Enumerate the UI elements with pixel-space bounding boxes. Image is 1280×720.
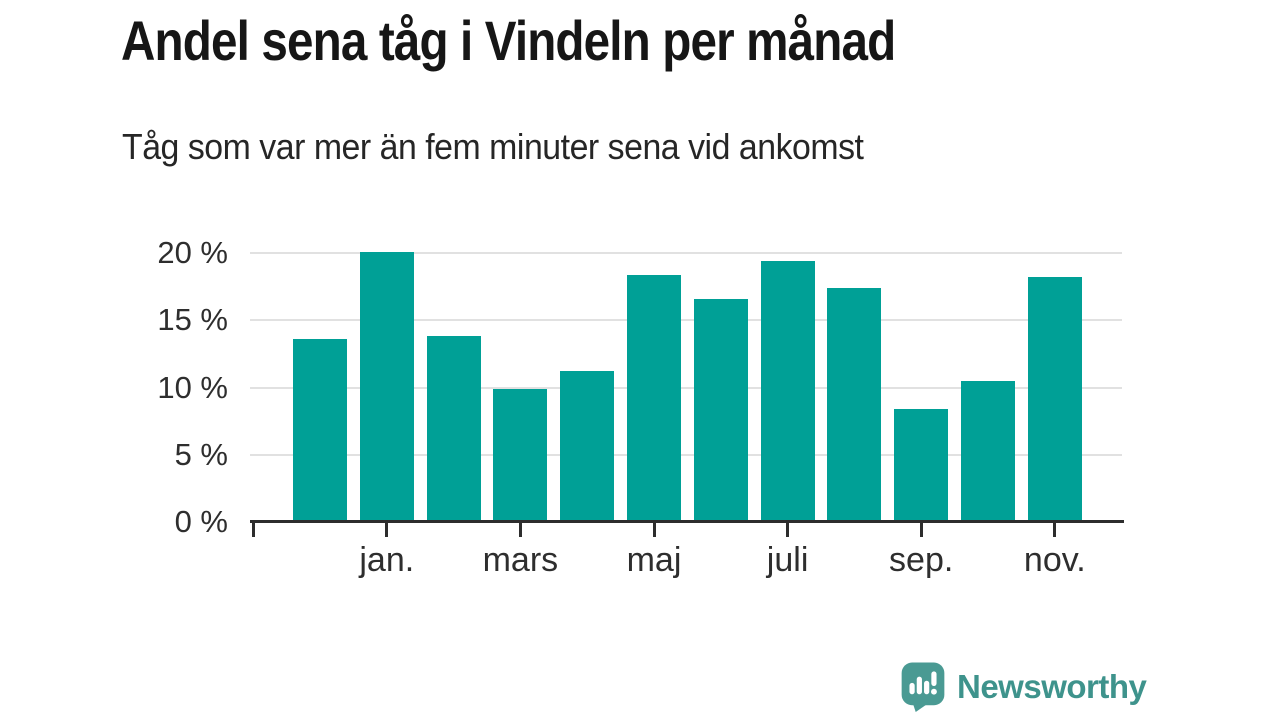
gridline-20 — [250, 252, 1122, 254]
bar-dec. — [293, 339, 347, 522]
bar-feb. — [426, 336, 481, 522]
chart-title: Andel sena tåg i Vindeln per månad — [121, 9, 896, 72]
bar-apr. — [560, 371, 615, 522]
gridline-5 — [250, 453, 1122, 456]
x-axis-label-juli: juli — [766, 541, 809, 579]
bar-jan. — [359, 252, 414, 522]
x-tick-juli — [786, 523, 790, 537]
y-axis-label-15: 15 % — [157, 302, 228, 338]
gridline-10 — [250, 386, 1122, 389]
x-axis-label-maj: maj — [626, 541, 682, 579]
x-axis-label-jan.: jan. — [359, 541, 415, 579]
bar-okt. — [961, 381, 1015, 522]
x-axis-label-nov.: nov. — [1023, 541, 1086, 579]
bar-mars — [493, 389, 548, 522]
y-axis-label-10: 10 % — [157, 369, 228, 405]
x-axis-start-tick — [252, 523, 255, 537]
y-axis-label-0: 0 % — [174, 504, 228, 539]
x-axis-label-mars: mars — [482, 541, 559, 579]
bar-juni — [693, 299, 748, 522]
gridline-15 — [250, 319, 1122, 322]
x-tick-nov. — [1053, 523, 1057, 537]
y-axis-label-5: 5 % — [174, 436, 228, 472]
x-tick-mars — [518, 523, 522, 537]
brand-name: Newsworthy — [957, 668, 1147, 705]
bar-sep. — [894, 409, 949, 522]
newsworthy-logo-icon — [901, 662, 945, 712]
x-tick-sep. — [919, 523, 923, 537]
x-tick-maj — [652, 523, 656, 537]
y-axis-label-20: 20 % — [157, 235, 228, 270]
x-axis-label-sep.: sep. — [889, 541, 954, 579]
bar-maj — [627, 275, 681, 522]
newsworthy-logo: Newsworthy — [901, 662, 1147, 712]
chart-subtitle: Tåg som var mer än fem minuter sena vid … — [122, 126, 864, 167]
bar-aug. — [827, 288, 882, 522]
bar-juli — [760, 261, 815, 522]
x-tick-jan. — [385, 523, 389, 537]
x-axis-line — [250, 520, 1124, 523]
bar-nov. — [1027, 277, 1082, 522]
